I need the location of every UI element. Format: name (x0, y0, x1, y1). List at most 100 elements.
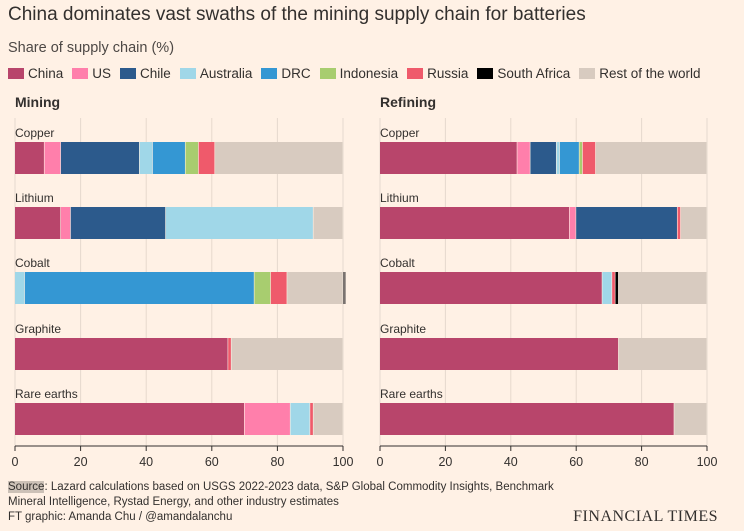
legend-label: China (28, 66, 64, 81)
mining-bar-rare-earths-rest-of-the-world (313, 403, 343, 435)
refining-bar-graphite-china (380, 338, 619, 370)
legend-label: Indonesia (339, 66, 399, 81)
legend-swatch (261, 68, 278, 79)
refining-bar-lithium-us (569, 207, 576, 239)
legend-swatch (179, 68, 196, 79)
legend-label: DRC (281, 66, 311, 81)
chart-title: China dominates vast swaths of the minin… (8, 4, 586, 25)
mining-bar-rare-earths-russia (310, 403, 313, 435)
refining-bar-cobalt-china (380, 272, 602, 304)
refining-tick-label: 80 (635, 455, 649, 469)
mining-bar-lithium-chile (70, 207, 166, 239)
mining-bar-lithium-us (60, 207, 71, 239)
legend-label: South Africa (497, 66, 571, 81)
refining-tick-label: 20 (438, 455, 452, 469)
mining-bar-copper-us (44, 142, 61, 174)
mining-panel-title: Mining (15, 94, 60, 110)
mining-tick-label: 40 (139, 455, 153, 469)
refining-bar-copper-china (380, 142, 517, 174)
legend-swatch (407, 68, 424, 79)
refining-bar-copper-indonesia (579, 142, 583, 174)
mining-bar-copper-china (15, 142, 44, 174)
mining-tick-label: 100 (333, 455, 354, 469)
refining-category-label: Lithium (380, 191, 419, 205)
ft-logo: FINANCIAL TIMES (573, 508, 718, 525)
mining-category-label: Graphite (15, 322, 61, 336)
refining-bar-copper-drc (559, 142, 579, 174)
refining-tick-label: 0 (377, 455, 384, 469)
mining-bar-rare-earths-china (15, 403, 244, 435)
refining-category-label: Rare earths (380, 387, 443, 401)
refining-category-label: Copper (380, 126, 419, 140)
refining-bar-lithium-chile (576, 207, 677, 239)
mining-bar-graphite-rest-of-the-world (231, 338, 343, 370)
refining-bar-rare-earths-china (380, 403, 674, 435)
refining-bar-copper-australia (556, 142, 560, 174)
mining-bar-copper-russia (198, 142, 215, 174)
mining-bar-copper-chile (60, 142, 140, 174)
mining-tick-label: 20 (74, 455, 88, 469)
mining-bar-cobalt-australia (15, 272, 25, 304)
mining-bar-cobalt-rest-of-the-world (287, 272, 343, 304)
legend-item-us: US (72, 66, 111, 81)
legend-label: US (92, 66, 112, 81)
legend-label: Australia (199, 66, 253, 81)
source-text: : Lazard calculations based on USGS 2022… (8, 481, 554, 508)
legend-item-rest-of-the-world: Rest of the world (579, 66, 701, 81)
legend-label: Russia (427, 66, 469, 81)
refining-bar-lithium-russia (677, 207, 681, 239)
refining-tick-label: 60 (569, 455, 583, 469)
legend-item-russia: Russia (407, 66, 468, 81)
mining-category-label: Lithium (15, 191, 54, 205)
legend-swatch (579, 68, 596, 79)
mining-tick-label: 80 (270, 455, 284, 469)
mining-bar-rare-earths-australia (290, 403, 310, 435)
mining-category-label: Rare earths (15, 387, 78, 401)
mining-bar-copper-rest-of-the-world (215, 142, 343, 174)
refining-tick-label: 40 (504, 455, 518, 469)
refining-bar-copper-rest-of-the-world (595, 142, 707, 174)
legend-item-china: China (8, 66, 63, 81)
refining-bar-lithium-china (380, 207, 570, 239)
refining-bar-lithium-rest-of-the-world (680, 207, 707, 239)
mining-bar-lithium-china (15, 207, 61, 239)
mining-bar-graphite-china (15, 338, 228, 370)
refining-bar-cobalt-russia (612, 272, 615, 304)
refining-bar-rare-earths-rest-of-the-world (674, 403, 707, 435)
refining-tick-label: 100 (697, 455, 718, 469)
legend-item-south-africa: South Africa (477, 66, 570, 81)
mining-bar-copper-drc (152, 142, 185, 174)
legend: China US Chile Australia DRC Indonesia Russia S… (8, 66, 710, 81)
legend-item-drc: DRC (261, 66, 311, 81)
mining-category-label: Copper (15, 126, 54, 140)
mining-bar-copper-indonesia (185, 142, 199, 174)
mining-bar-cobalt-drc (24, 272, 254, 304)
refining-bar-copper-us (517, 142, 530, 174)
refining-bar-graphite-rest-of-the-world (618, 338, 707, 370)
mining-bar-cobalt-russia (270, 272, 287, 304)
chart-subtitle: Share of supply chain (%) (8, 40, 175, 56)
mining-bar-lithium-australia (165, 207, 313, 239)
legend-item-chile: Chile (120, 66, 171, 81)
refining-category-label: Cobalt (380, 256, 415, 270)
mining-bar-cobalt-other (343, 272, 346, 304)
mining-bar-cobalt-indonesia (254, 272, 271, 304)
legend-swatch (120, 68, 137, 79)
legend-item-indonesia: Indonesia (319, 66, 399, 81)
refining-bar-copper-chile (530, 142, 556, 174)
refining-panel-title: Refining (380, 94, 436, 110)
source-note: Source: Lazard calculations based on USG… (8, 480, 568, 525)
legend-item-australia: Australia (179, 66, 253, 81)
mining-bar-lithium-rest-of-the-world (313, 207, 343, 239)
mining-tick-label: 60 (205, 455, 219, 469)
mining-bar-copper-australia (139, 142, 153, 174)
mining-category-label: Cobalt (15, 256, 50, 270)
legend-label: Rest of the world (599, 66, 701, 81)
mining-bar-graphite-russia (228, 338, 231, 370)
refining-bar-cobalt-rest-of-the-world (618, 272, 707, 304)
graphic-credit: FT graphic: Amanda Chu / @amandalanchu (8, 511, 233, 523)
refining-category-label: Graphite (380, 322, 426, 336)
legend-swatch (477, 68, 494, 79)
legend-swatch (72, 68, 89, 79)
